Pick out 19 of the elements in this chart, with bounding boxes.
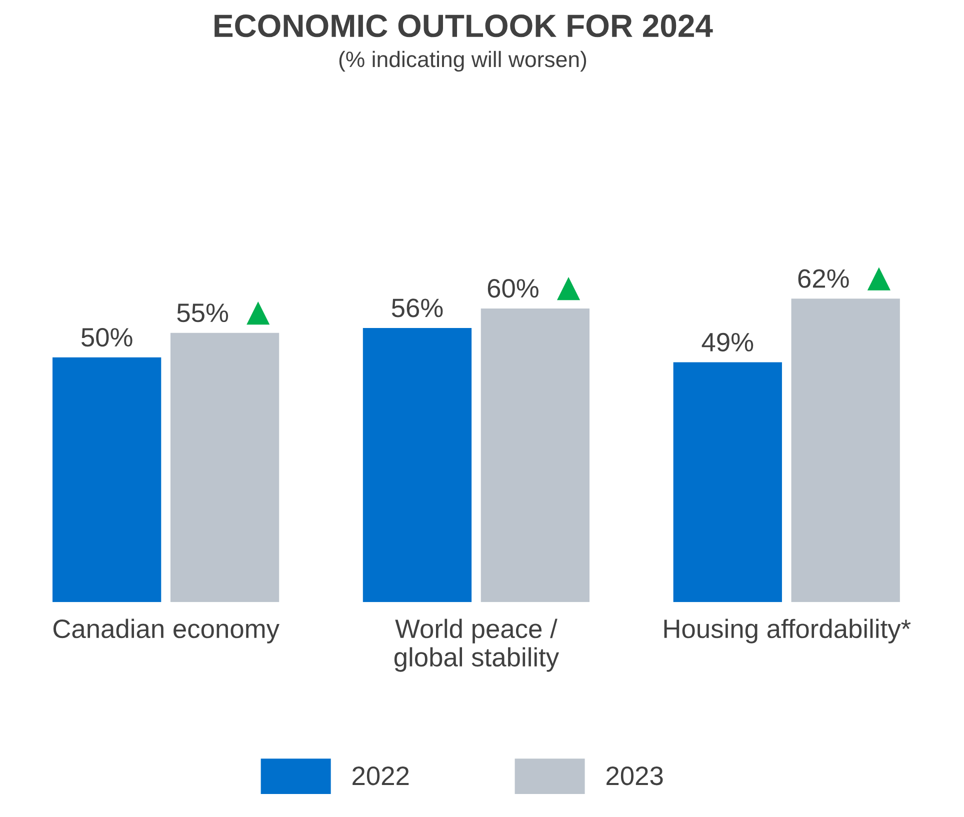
bar <box>673 362 782 602</box>
x-tick-label: Housing affordability* <box>664 618 911 644</box>
data-label: 49% <box>702 332 754 352</box>
data-label: 60% <box>488 279 538 298</box>
bar <box>52 357 162 602</box>
bar <box>170 332 280 602</box>
x-tick-label: Canadian economy <box>53 618 280 644</box>
chart-title: ECONOMIC OUTLOOK FOR 2024 <box>214 14 713 38</box>
legend-label: 2022 <box>352 766 409 786</box>
bar <box>480 308 590 602</box>
chart-subtitle: (% indicating will worsen) <box>339 50 586 72</box>
x-tick-label: World peace / global stability <box>394 618 560 672</box>
data-label: 55% <box>177 304 228 322</box>
bar <box>791 298 900 602</box>
bar <box>362 328 472 602</box>
data-label: 62% <box>798 269 849 288</box>
data-label: 56% <box>392 298 443 318</box>
data-label: 50% <box>81 328 132 347</box>
legend-label: 2023 <box>606 766 663 786</box>
